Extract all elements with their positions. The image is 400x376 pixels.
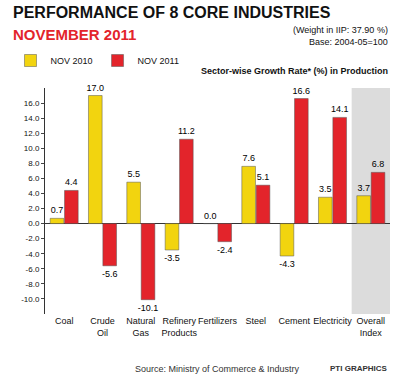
- svg-text:RefineryProducts: RefineryProducts: [161, 316, 197, 338]
- svg-text:8.0: 8.0: [28, 159, 40, 168]
- svg-text:0.7: 0.7: [51, 205, 64, 215]
- svg-text:7.6: 7.6: [242, 153, 255, 163]
- svg-text:4.0: 4.0: [28, 189, 40, 198]
- svg-text:-3.5: -3.5: [164, 253, 180, 263]
- svg-text:CrudeOil: CrudeOil: [90, 316, 115, 338]
- svg-text:NOVEMBER 2011: NOVEMBER 2011: [13, 26, 136, 43]
- svg-text:Base: 2004-05=100: Base: 2004-05=100: [309, 37, 388, 47]
- svg-text:OverallIndex: OverallIndex: [357, 316, 386, 338]
- svg-text:3.7: 3.7: [357, 183, 370, 193]
- svg-text:-10.1: -10.1: [138, 303, 159, 313]
- svg-text:12.0: 12.0: [24, 129, 40, 138]
- svg-text:Cement: Cement: [278, 316, 310, 326]
- svg-text:17.0: 17.0: [87, 83, 105, 93]
- svg-text:4.4: 4.4: [65, 177, 78, 187]
- svg-text:6.8: 6.8: [372, 159, 385, 169]
- svg-text:-6.0: -6.0: [26, 265, 40, 274]
- svg-text:14.1: 14.1: [331, 104, 349, 114]
- svg-text:Electricity: Electricity: [313, 316, 352, 326]
- svg-text:6.0: 6.0: [28, 174, 40, 183]
- svg-text:Source: Ministry of Commerce &: Source: Ministry of Commerce & Industry: [135, 364, 300, 374]
- svg-text:-4.0: -4.0: [26, 250, 40, 259]
- svg-text:-8.0: -8.0: [26, 280, 40, 289]
- svg-text:-2.4: -2.4: [217, 245, 233, 255]
- svg-text:0.0: 0.0: [204, 211, 217, 221]
- svg-text:PTI GRAPHICS: PTI GRAPHICS: [330, 364, 388, 373]
- svg-text:5.5: 5.5: [127, 169, 140, 179]
- svg-text:Steel: Steel: [246, 316, 267, 326]
- svg-text:-4.3: -4.3: [279, 259, 295, 269]
- svg-text:0.0: 0.0: [28, 219, 40, 228]
- svg-text:16.0: 16.0: [24, 99, 40, 108]
- svg-text:5.1: 5.1: [257, 172, 270, 182]
- svg-text:NOV 2011: NOV 2011: [138, 56, 179, 66]
- svg-text:14.0: 14.0: [24, 114, 40, 123]
- svg-text:(Weight in IIP: 37.90 %): (Weight in IIP: 37.90 %): [293, 25, 388, 35]
- svg-text:11.2: 11.2: [178, 126, 195, 136]
- svg-text:3.5: 3.5: [319, 184, 332, 194]
- svg-text:NaturalGas: NaturalGas: [126, 316, 155, 338]
- svg-text:16.6: 16.6: [293, 86, 311, 96]
- svg-text:-5.6: -5.6: [102, 269, 118, 279]
- svg-text:-2.0: -2.0: [26, 234, 40, 243]
- svg-text:10.0: 10.0: [24, 144, 40, 153]
- svg-text:NOV 2010: NOV 2010: [51, 56, 93, 66]
- svg-text:Fertilizers: Fertilizers: [198, 316, 238, 326]
- svg-text:2.0: 2.0: [28, 204, 40, 213]
- svg-text:PERFORMANCE OF 8 CORE INDUSTRI: PERFORMANCE OF 8 CORE INDUSTRIES: [13, 4, 331, 21]
- svg-text:-10.0: -10.0: [21, 295, 40, 304]
- svg-text:Coal: Coal: [55, 316, 74, 326]
- svg-text:Sector-wise Growth Rate* (%) i: Sector-wise Growth Rate* (%) in Producti…: [201, 66, 388, 76]
